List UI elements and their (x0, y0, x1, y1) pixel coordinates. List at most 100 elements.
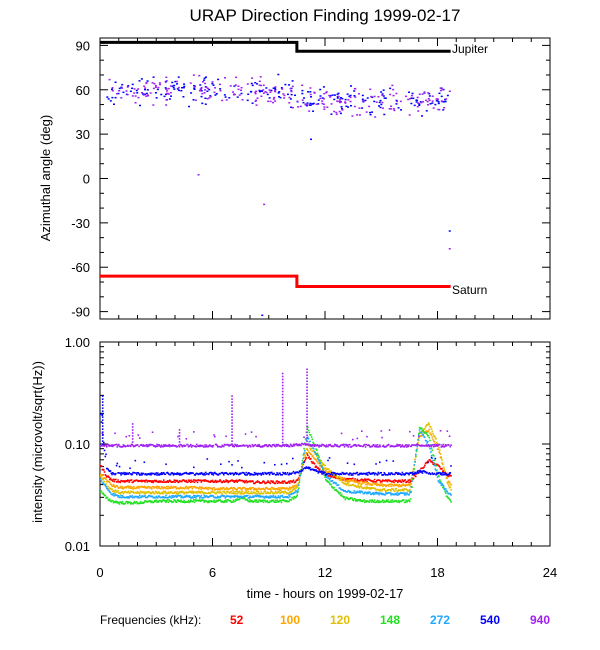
data-point (425, 440, 428, 442)
spike-point (131, 423, 134, 425)
scatter-point (400, 109, 403, 111)
data-point (164, 444, 167, 446)
data-point (283, 473, 286, 475)
data-point (376, 446, 378, 448)
scatter-point (225, 99, 228, 101)
data-point (140, 472, 143, 475)
data-point (371, 493, 374, 495)
data-point (193, 481, 196, 484)
data-point (324, 464, 326, 467)
data-point (260, 474, 263, 476)
scatter-point (156, 88, 159, 91)
data-point (184, 445, 187, 447)
data-point (279, 472, 281, 475)
scatter-point (114, 96, 117, 99)
data-point (292, 496, 294, 499)
data-point (269, 492, 272, 494)
data-point (385, 485, 387, 488)
scatter-point (371, 96, 374, 99)
scatter-point (206, 87, 209, 90)
data-point (128, 485, 131, 488)
scatter-point (232, 91, 235, 93)
scatter-point (302, 101, 305, 104)
data-point (145, 473, 147, 475)
data-point (244, 433, 247, 435)
data-point (256, 495, 258, 498)
scatter-point (168, 98, 171, 100)
data-point (352, 472, 355, 475)
scatter-point (440, 100, 443, 102)
data-point (172, 481, 175, 483)
data-point (289, 495, 291, 498)
data-point (101, 432, 104, 434)
data-point (450, 483, 452, 486)
data-point (424, 464, 426, 467)
scatter-point (309, 87, 312, 89)
data-point (282, 482, 284, 484)
scatter-point (183, 83, 186, 85)
data-point (126, 480, 128, 483)
data-point (442, 472, 444, 474)
data-point (230, 490, 233, 493)
scatter-point (204, 97, 207, 100)
data-point (255, 494, 257, 497)
scatter-point (349, 94, 352, 97)
data-point (438, 451, 440, 453)
data-point (183, 493, 185, 495)
data-point (392, 480, 395, 482)
scatter-point (172, 86, 175, 89)
spike-point (281, 402, 284, 405)
data-point (160, 501, 163, 503)
data-point (340, 478, 342, 480)
data-point (245, 479, 248, 482)
data-point (305, 439, 308, 441)
data-point (385, 445, 388, 448)
data-point (155, 499, 158, 501)
data-point (280, 491, 282, 494)
scatter-point (164, 81, 167, 83)
scatter-point (110, 88, 113, 91)
data-point (382, 474, 385, 476)
data-point (105, 478, 107, 481)
data-point (342, 495, 344, 498)
data-point (352, 491, 355, 494)
scatter-point (111, 89, 114, 92)
data-point (225, 479, 227, 481)
data-point (193, 466, 195, 469)
scatter-point (117, 92, 120, 95)
spike-point (306, 395, 308, 398)
data-point (292, 443, 295, 446)
spike-point (231, 413, 233, 415)
data-point (415, 472, 418, 475)
data-point (122, 472, 125, 475)
data-point (100, 421, 103, 423)
data-point (441, 474, 443, 476)
data-point (302, 443, 305, 446)
data-point (253, 488, 255, 491)
data-point (279, 497, 281, 499)
scatter-point (395, 92, 398, 95)
spike-point (306, 428, 308, 431)
data-point (162, 481, 164, 484)
data-point (445, 445, 448, 447)
data-point (169, 492, 171, 494)
y-tick-label: -90 (71, 305, 90, 320)
data-point (160, 500, 162, 502)
data-point (275, 443, 278, 446)
data-point (103, 449, 106, 452)
scatter-point (344, 102, 347, 104)
data-point (298, 482, 300, 484)
scatter-point (205, 76, 208, 78)
data-point (443, 487, 446, 490)
data-point (129, 467, 131, 470)
data-point (366, 435, 368, 438)
jupiter-label: Jupiter (452, 42, 488, 56)
scatter-point (410, 94, 413, 97)
data-point (181, 500, 183, 503)
scatter-point (381, 93, 384, 95)
data-point (214, 479, 217, 482)
spike-point (281, 375, 284, 378)
data-point (446, 481, 449, 484)
data-point (310, 453, 313, 456)
data-point (428, 436, 431, 439)
